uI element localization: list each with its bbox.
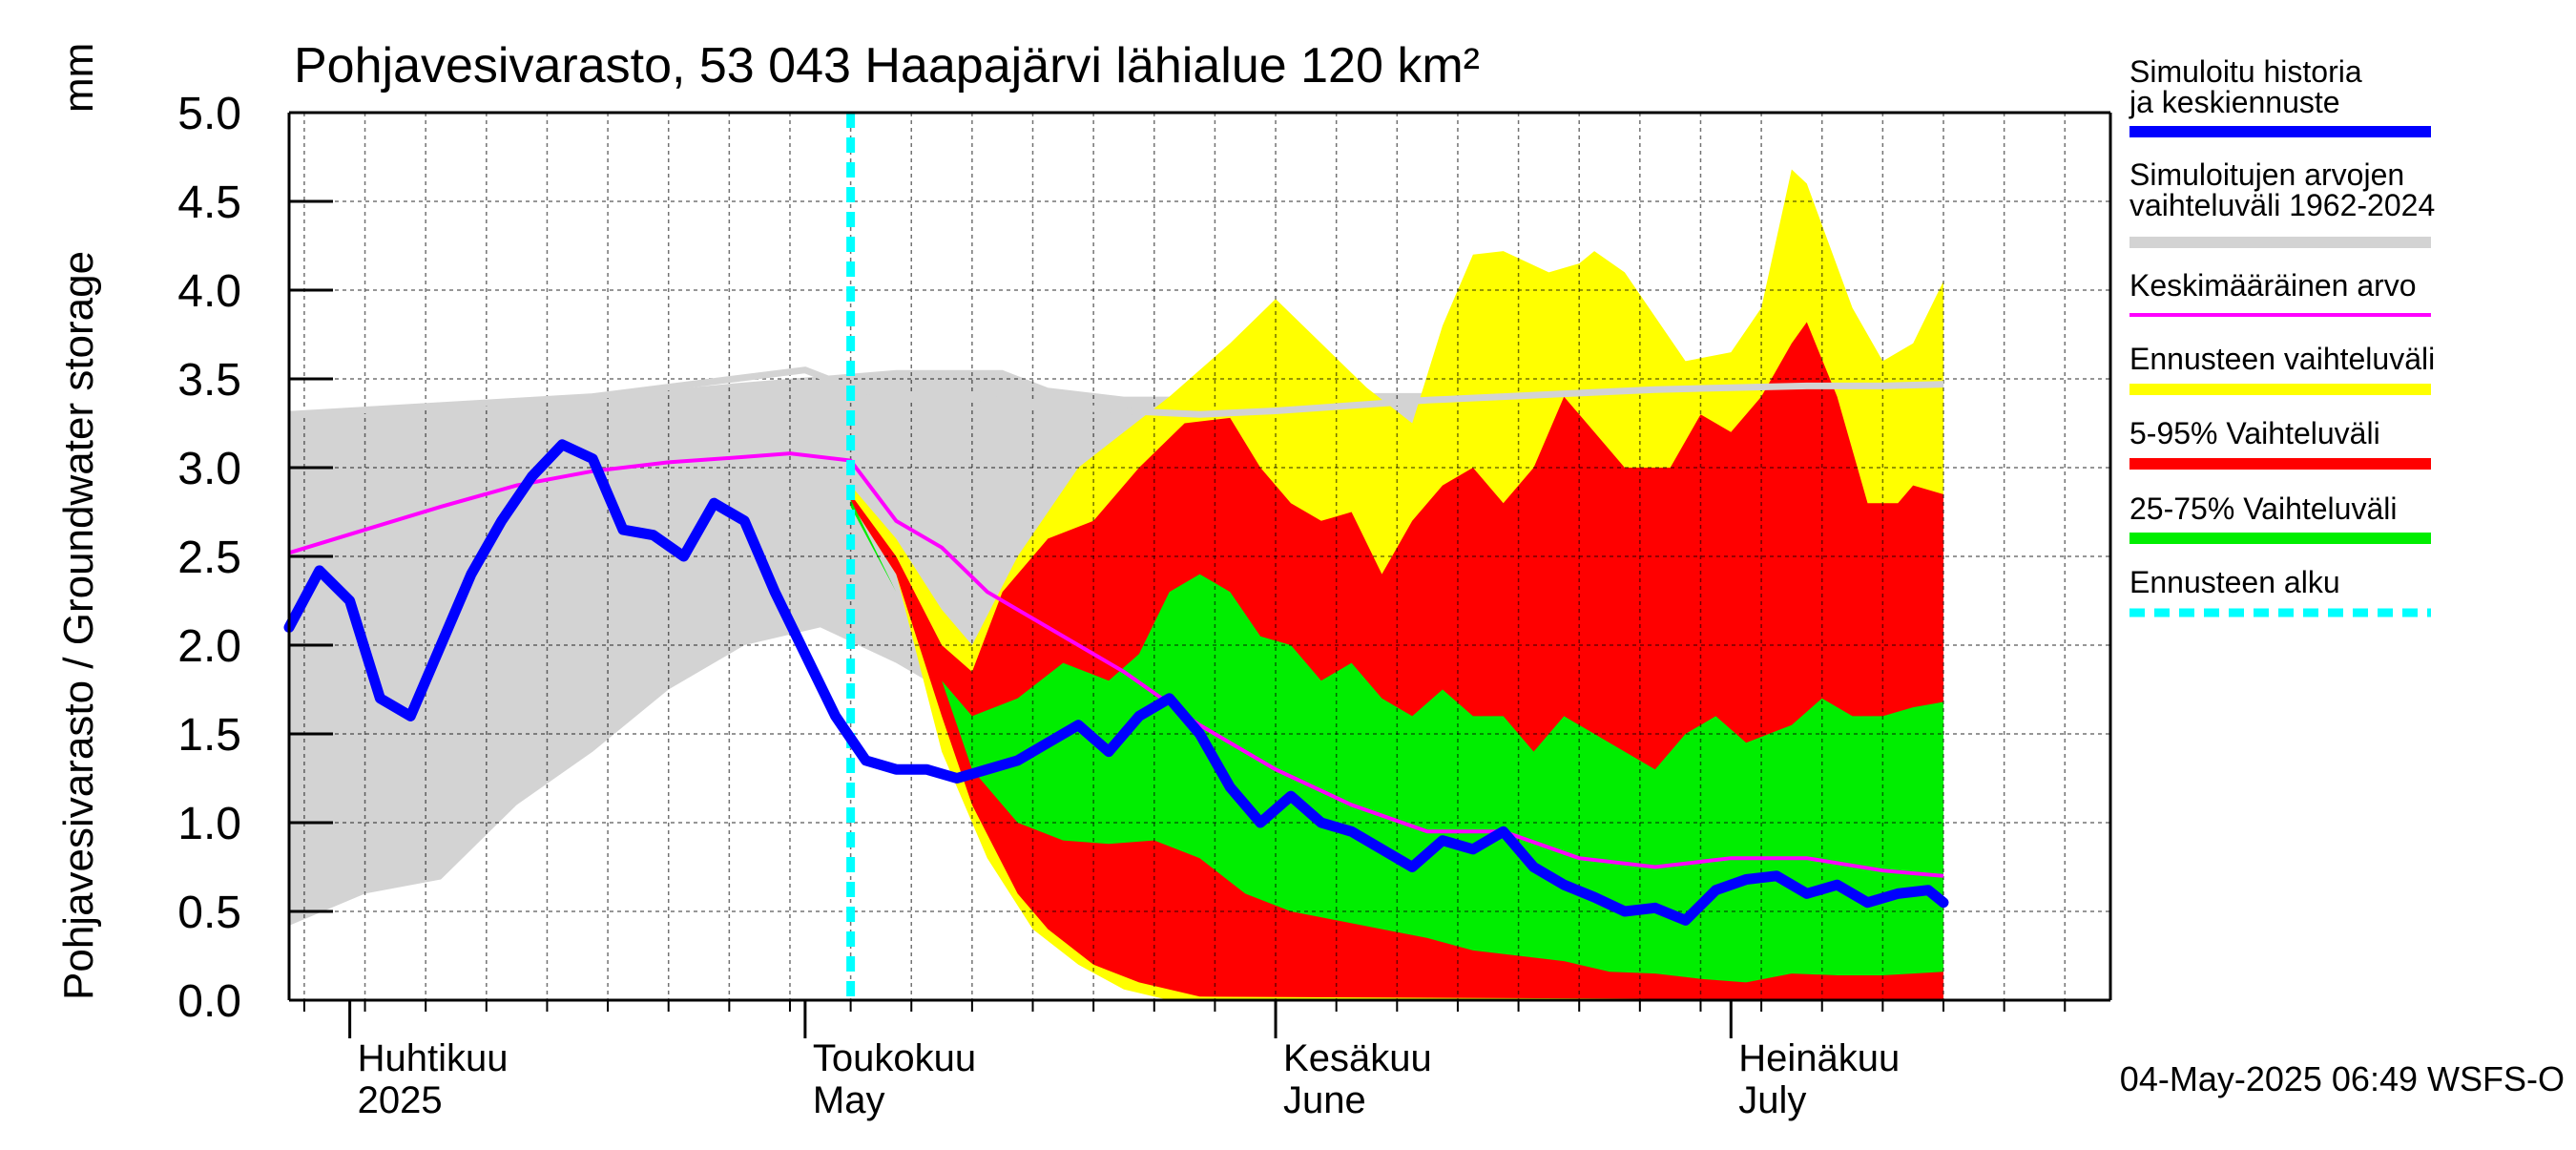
y-tick-label: 0.5 xyxy=(177,888,241,938)
y-tick-label: 4.0 xyxy=(177,266,241,317)
lines-layer xyxy=(283,113,1949,1000)
text-layer: Pohjavesivarasto, 53 043 Haapajärvi lähi… xyxy=(55,38,2565,1121)
legend-label: vaihteluväli 1962-2024 xyxy=(2129,188,2435,222)
y-axis-unit: mm xyxy=(55,43,102,113)
chart-title: Pohjavesivarasto, 53 043 Haapajärvi lähi… xyxy=(294,38,1480,94)
y-tick-label: 1.5 xyxy=(177,710,241,761)
legend-label: Ennusteen alku xyxy=(2129,565,2340,599)
x-month-label-en: May xyxy=(813,1079,885,1121)
x-month-label-en: June xyxy=(1283,1079,1366,1121)
y-tick-label: 3.5 xyxy=(177,355,241,406)
x-month-label-fi: Kesäkuu xyxy=(1283,1037,1432,1079)
legend-label: Ennusteen vaihteluväli xyxy=(2129,342,2435,376)
timestamp: 04-May-2025 06:49 WSFS-O xyxy=(2120,1059,2565,1098)
x-month-label-fi: Huhtikuu xyxy=(358,1037,509,1079)
y-axis-label: Pohjavesivarasto / Groundwater storage xyxy=(55,251,102,1000)
legend-label: ja keskiennuste xyxy=(2129,85,2340,119)
y-tick-label: 4.5 xyxy=(177,178,241,228)
x-month-label-en: July xyxy=(1738,1079,1806,1121)
legend-label: Simuloitujen arvojen xyxy=(2129,157,2404,192)
x-month-label-fi: Heinäkuu xyxy=(1738,1037,1900,1079)
bands-layer xyxy=(289,169,1943,1000)
y-tick-label: 0.0 xyxy=(177,976,241,1027)
legend-label: Keskimääräinen arvo xyxy=(2129,268,2417,303)
line-simulated-history xyxy=(283,439,1949,926)
legend-label: Simuloitu historia xyxy=(2129,54,2362,89)
x-month-label-fi: Toukokuu xyxy=(813,1037,976,1079)
legend-label: 5-95% Vaihteluväli xyxy=(2129,416,2380,450)
axes-layer: 0.0 0.5 1.0 1.5 2.0 2.5 3.0 3.5 4.0 4.5 5.0 xyxy=(177,89,2112,1038)
y-tick-label: 3.0 xyxy=(177,444,241,494)
y-tick-label: 1.0 xyxy=(177,799,241,849)
y-tick-label: 2.0 xyxy=(177,621,241,672)
legend-label: 25-75% Vaihteluväli xyxy=(2129,491,2397,526)
y-tick-label: 2.5 xyxy=(177,533,241,583)
y-tick-label: 5.0 xyxy=(177,89,241,139)
x-month-label-en: 2025 xyxy=(358,1079,443,1121)
